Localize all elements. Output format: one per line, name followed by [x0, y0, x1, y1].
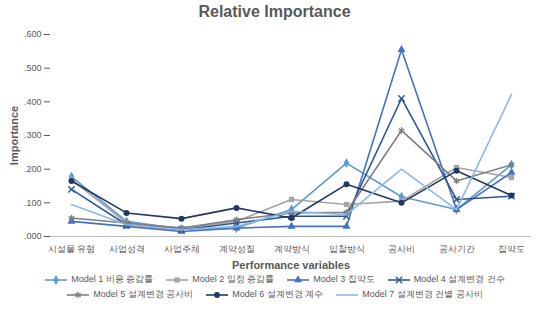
svg-text:사업주체: 사업주체 [164, 244, 200, 254]
html-text:Model 4 설계변경 건수: Model 4 설계변경 건수 [413, 274, 505, 284]
html-text:Relative Importance: Relative Importance [198, 3, 351, 20]
svg-text:Importance: Importance [8, 106, 20, 165]
html-text:Model 2 일정 증감률: Model 2 일정 증감률 [192, 274, 275, 284]
svg-text:.000: .000 [24, 231, 42, 241]
svg-text:.600: .600 [24, 29, 42, 39]
html-text:Model 5 설계변경 공사비: Model 5 설계변경 공사비 [93, 289, 194, 299]
svg-text:공사기간: 공사기간 [439, 244, 475, 254]
svg-text:Performance variables: Performance variables [232, 259, 350, 271]
svg-text:집약도: 집약도 [498, 244, 525, 254]
svg-text:사업성격: 사업성격 [109, 244, 145, 254]
svg-text:계약성질: 계약성질 [219, 244, 255, 254]
svg-text:시설물 유형: 시설물 유형 [48, 244, 96, 254]
svg-text:.100: .100 [24, 198, 42, 208]
html-text:Model 7 설계변경 건별 공사비: Model 7 설계변경 건별 공사비 [362, 289, 483, 299]
svg-text:.500: .500 [24, 63, 42, 73]
svg-text:.200: .200 [24, 164, 42, 174]
svg-text:공사비: 공사비 [388, 244, 415, 254]
html-text:Model 1 비용 증감률: Model 1 비용 증감률 [71, 274, 154, 284]
html-text:Model 6 설계변경 계수: Model 6 설계변경 계수 [232, 289, 324, 299]
svg-text:계약방식: 계약방식 [274, 244, 310, 254]
svg-text:입찰방식: 입찰방식 [329, 244, 365, 254]
svg-text:.400: .400 [24, 97, 42, 107]
svg-text:.300: .300 [24, 130, 42, 140]
html-text:Model 3 집약도: Model 3 집약도 [313, 274, 375, 284]
